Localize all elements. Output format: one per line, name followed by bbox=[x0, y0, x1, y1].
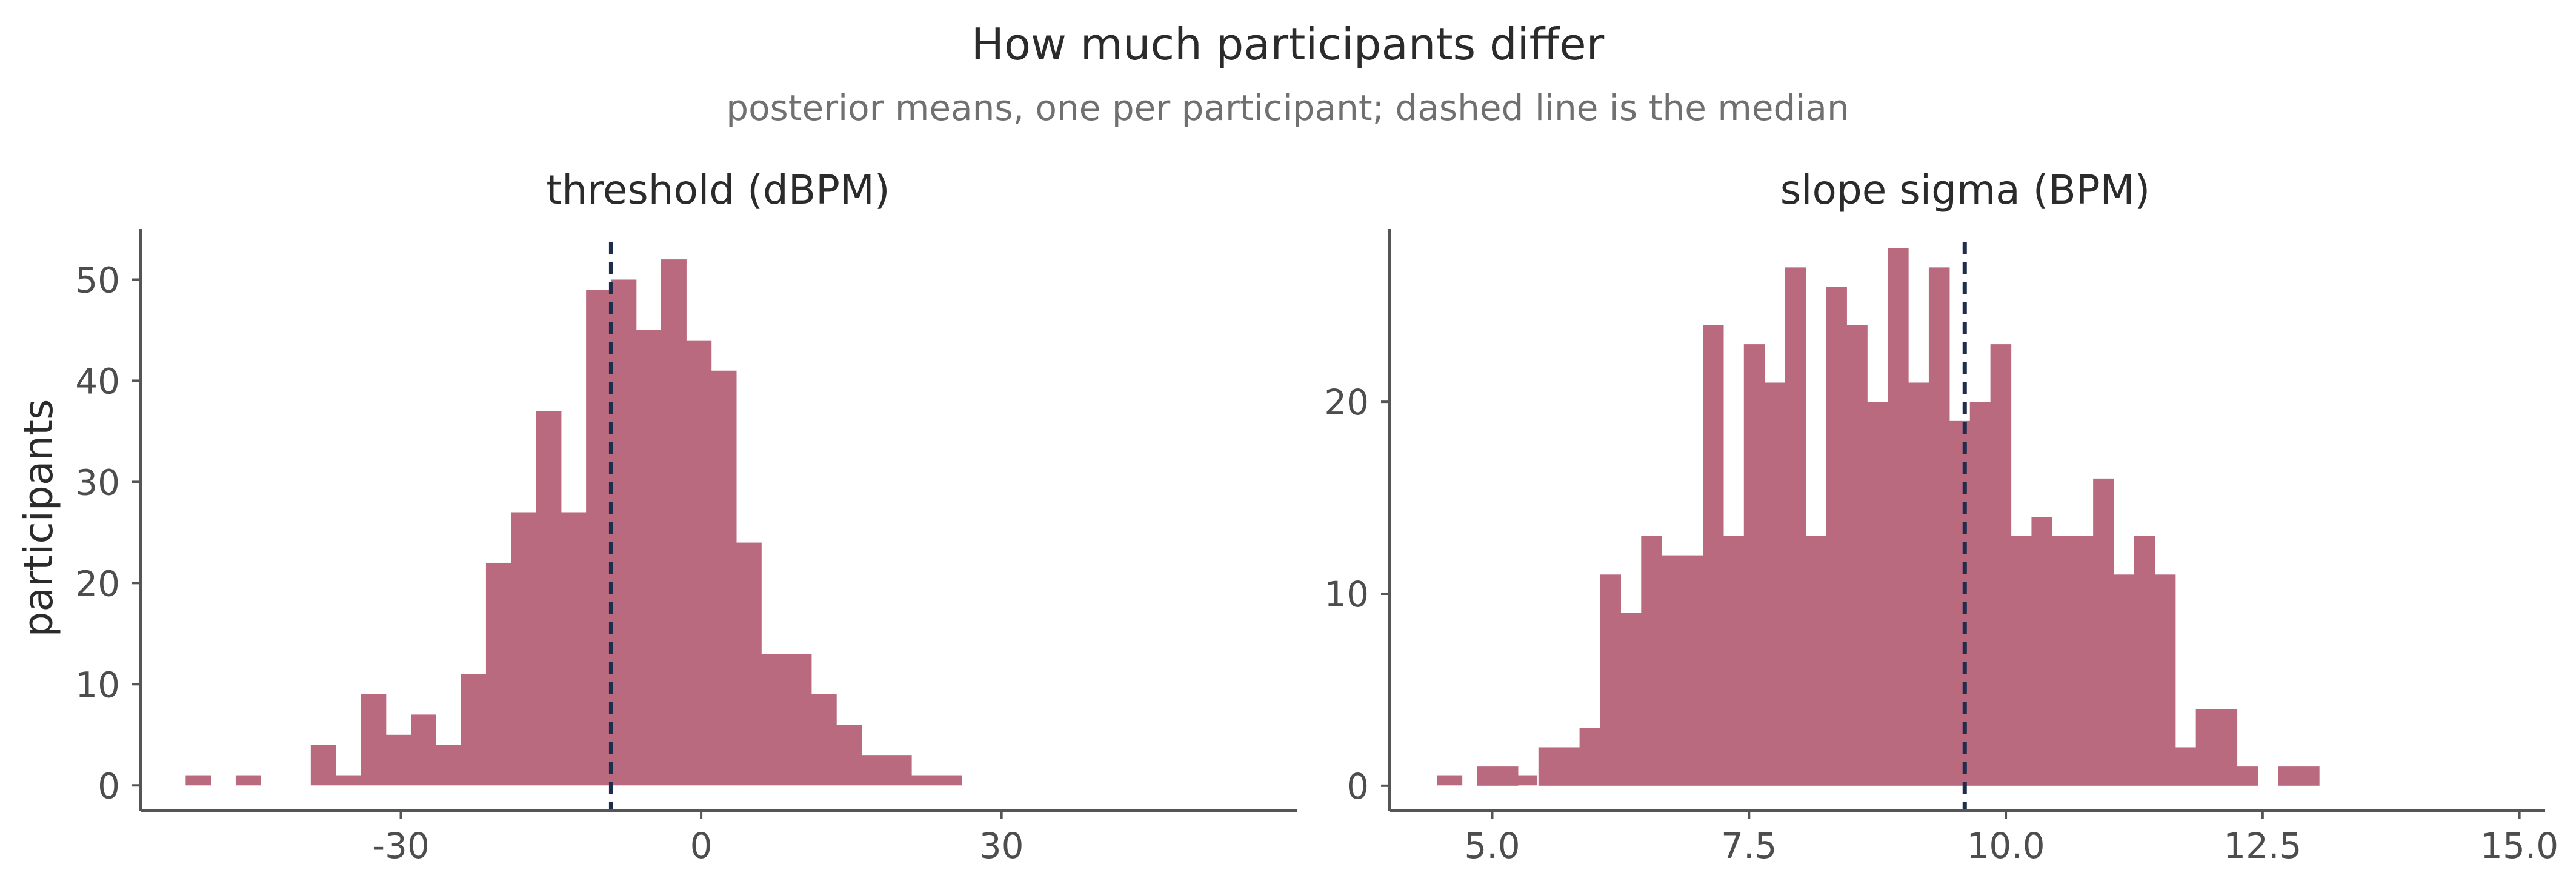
x-tick-label: 7.5 bbox=[1721, 825, 1777, 866]
histogram-bar bbox=[611, 279, 637, 786]
histogram-bar bbox=[361, 694, 387, 786]
figure-subtitle: posterior means, one per participant; da… bbox=[726, 87, 1849, 128]
x-tick-label: 30 bbox=[979, 825, 1024, 866]
histogram-bar bbox=[736, 542, 762, 786]
histogram-bar bbox=[1785, 267, 1806, 786]
histogram-bar bbox=[761, 654, 787, 786]
y-tick-label: 20 bbox=[75, 563, 120, 604]
histogram-bar bbox=[1538, 747, 1560, 786]
histogram-bar bbox=[1764, 382, 1786, 786]
axes: 0 10 20 5.0 7.5 10.0 12.5 15.0 bbox=[1324, 229, 2558, 866]
histogram-bar bbox=[2298, 766, 2320, 786]
y-tick-label: 30 bbox=[75, 462, 120, 503]
histogram-bar bbox=[1477, 766, 1498, 786]
histogram-bar bbox=[936, 775, 962, 786]
x-tick-label: 0 bbox=[690, 825, 713, 866]
histogram-bar bbox=[1949, 420, 1971, 786]
histogram-bar bbox=[661, 259, 687, 786]
x-tick-label: 15.0 bbox=[2480, 825, 2558, 866]
histogram-bar bbox=[1846, 325, 1868, 786]
panel-title: slope sigma (BPM) bbox=[1780, 167, 2150, 213]
y-tick-label: 50 bbox=[75, 259, 120, 301]
histogram-bar bbox=[2031, 517, 2052, 786]
histogram-bar bbox=[886, 755, 912, 786]
histogram-bar bbox=[1559, 747, 1580, 786]
histogram-bar bbox=[1908, 382, 1929, 786]
y-tick-label: 40 bbox=[75, 360, 120, 402]
histogram-bar bbox=[2011, 536, 2032, 786]
histogram-bar bbox=[411, 714, 436, 786]
x-tick-label: 10.0 bbox=[1966, 825, 2045, 866]
histogram-bar bbox=[2195, 709, 2217, 786]
histogram-bar bbox=[1600, 574, 1621, 786]
histogram-bar bbox=[1826, 287, 1847, 786]
histogram-bar bbox=[1723, 536, 1745, 786]
histogram-bar bbox=[1512, 775, 1538, 786]
histogram-bar bbox=[1497, 766, 1519, 786]
histogram-bar bbox=[385, 734, 411, 786]
histogram-bar bbox=[2216, 709, 2238, 786]
y-axis-label: participants bbox=[15, 399, 62, 637]
histogram-bar bbox=[2052, 536, 2073, 786]
threshold-panel: threshold (dBPM) participants 0 10 20 30 40 5… bbox=[15, 167, 1538, 866]
histogram-bar bbox=[1682, 555, 1703, 786]
histogram-bar bbox=[1620, 613, 1642, 786]
histogram-bar bbox=[586, 290, 612, 786]
histogram-bar bbox=[2154, 574, 2176, 786]
histogram-bar bbox=[235, 775, 261, 786]
y-tick-label: 0 bbox=[1346, 766, 1369, 807]
histogram-bar bbox=[2114, 574, 2135, 786]
histogram-bar bbox=[1805, 536, 1827, 786]
panel-title: threshold (dBPM) bbox=[546, 167, 890, 213]
figure-title: How much participants differ bbox=[971, 19, 1605, 70]
histogram-bar bbox=[536, 411, 562, 786]
y-tick-label: 0 bbox=[98, 765, 120, 806]
histogram-bar bbox=[2237, 766, 2258, 786]
histogram-bar bbox=[561, 512, 587, 786]
histogram-bar bbox=[2134, 536, 2155, 786]
histogram-bar bbox=[636, 330, 662, 786]
histogram-bar bbox=[711, 370, 737, 786]
histogram-bar bbox=[185, 775, 211, 786]
histogram-bar bbox=[336, 775, 362, 786]
histogram-bar bbox=[2278, 766, 2299, 786]
histogram-bar bbox=[436, 745, 462, 786]
histogram-bar bbox=[1703, 325, 1724, 786]
histogram-bar bbox=[911, 775, 937, 786]
y-tick-label: 20 bbox=[1324, 382, 1369, 423]
histogram-bar bbox=[2072, 536, 2094, 786]
bars bbox=[185, 259, 1538, 786]
histogram-bar bbox=[861, 755, 887, 786]
histogram-bar bbox=[310, 745, 336, 786]
histogram-bar bbox=[1437, 775, 1463, 786]
slope-sigma-panel: slope sigma (BPM) 0 10 20 5.0 7.5 10.0 12.5 15.… bbox=[1324, 167, 2558, 866]
histogram-bar bbox=[1662, 555, 1683, 786]
histogram-bar bbox=[511, 512, 537, 786]
histogram-bar bbox=[485, 562, 511, 786]
axes: 0 10 20 30 40 50 -30 0 30 bbox=[75, 229, 1297, 866]
x-tick-label: -30 bbox=[372, 825, 430, 866]
histogram-bar bbox=[1641, 536, 1662, 786]
histogram-bar bbox=[1867, 402, 1888, 786]
histogram-bar bbox=[1990, 344, 2012, 786]
histogram-bar bbox=[2093, 478, 2114, 786]
histogram-bar bbox=[1743, 344, 1765, 786]
x-tick-label: 5.0 bbox=[1464, 825, 1520, 866]
histogram-bar bbox=[1579, 728, 1601, 786]
y-tick-label: 10 bbox=[75, 664, 120, 705]
x-tick-label: 12.5 bbox=[2223, 825, 2301, 866]
y-tick-label: 10 bbox=[1324, 574, 1369, 615]
histogram-bar bbox=[461, 674, 487, 786]
histogram-bar bbox=[1928, 267, 1950, 786]
histogram-bar bbox=[811, 694, 837, 786]
histogram-bar bbox=[786, 654, 812, 786]
histogram-bar bbox=[2175, 747, 2197, 786]
histogram-bar bbox=[836, 725, 862, 786]
bars bbox=[1477, 248, 2320, 786]
histogram-bar bbox=[686, 340, 712, 786]
histogram-bar bbox=[1969, 402, 1991, 786]
histogram-bar bbox=[1888, 248, 1909, 786]
